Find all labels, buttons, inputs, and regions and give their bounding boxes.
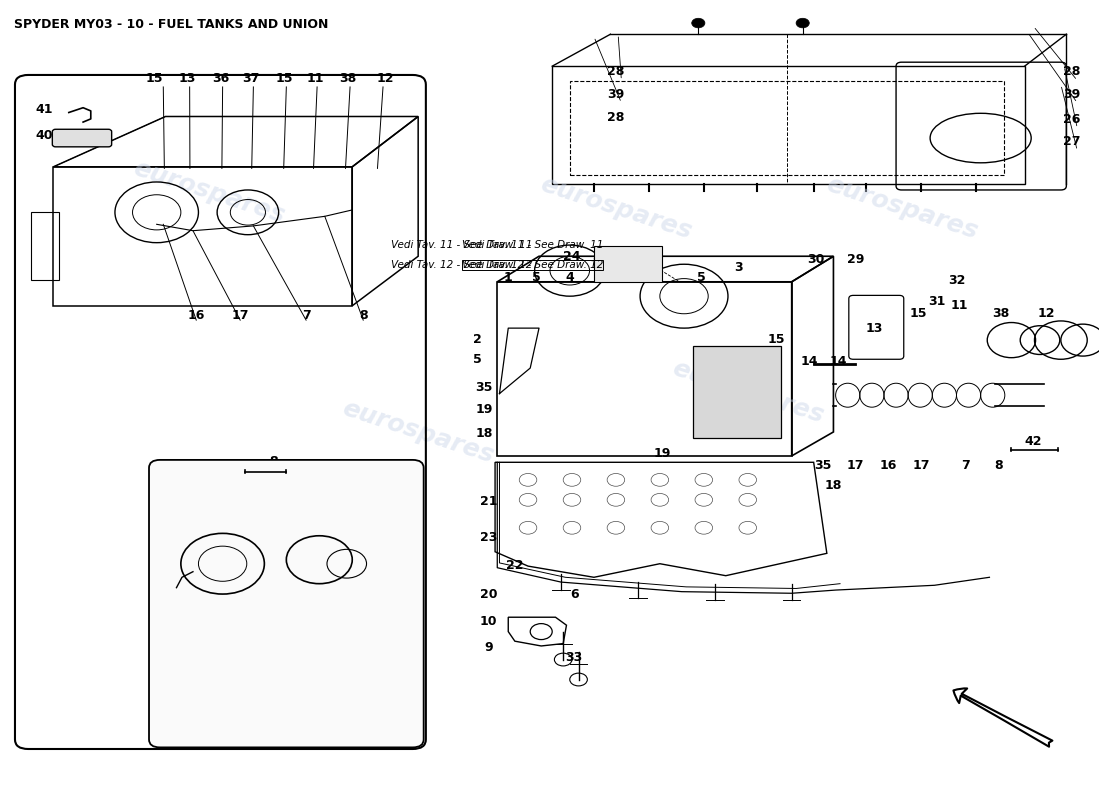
Text: 40: 40	[36, 129, 54, 142]
Text: 25: 25	[620, 250, 638, 262]
Text: eurospares: eurospares	[823, 173, 980, 244]
Text: 12: 12	[376, 71, 394, 85]
Text: 42: 42	[264, 485, 282, 498]
Text: 32: 32	[948, 274, 965, 286]
Text: 16: 16	[188, 309, 205, 322]
Text: Vedi Tav. 12 - See Draw. 12: Vedi Tav. 12 - See Draw. 12	[392, 260, 532, 270]
Text: 37: 37	[242, 71, 260, 85]
Circle shape	[692, 18, 705, 28]
Text: 16: 16	[880, 459, 898, 472]
Text: 39: 39	[607, 87, 625, 101]
Text: 28: 28	[607, 111, 625, 125]
Text: 9: 9	[484, 641, 493, 654]
Bar	[594, 246, 662, 282]
Text: 27: 27	[1063, 135, 1080, 149]
Text: 15: 15	[146, 71, 163, 85]
Text: 33: 33	[565, 650, 583, 663]
Text: eurospares: eurospares	[339, 396, 497, 468]
Text: 7: 7	[301, 309, 310, 322]
Text: 17: 17	[847, 459, 865, 472]
Text: Vedi Tav. 12 - See Draw. 12: Vedi Tav. 12 - See Draw. 12	[462, 260, 604, 270]
Text: SPYDER MY03 - 10 - FUEL TANKS AND UNION: SPYDER MY03 - 10 - FUEL TANKS AND UNION	[14, 18, 328, 31]
Text: eurospares: eurospares	[669, 356, 827, 428]
Text: 20: 20	[480, 588, 497, 602]
Text: 11: 11	[952, 299, 968, 312]
Text: Vale fino Ass. Nr. 11991: Vale fino Ass. Nr. 11991	[222, 639, 346, 649]
Text: 19: 19	[653, 447, 671, 460]
Text: 41: 41	[36, 103, 54, 117]
Text: 3: 3	[735, 261, 744, 274]
Text: 17: 17	[913, 459, 931, 472]
Bar	[693, 346, 781, 438]
Text: 24: 24	[563, 250, 581, 262]
Text: 39: 39	[1064, 87, 1080, 101]
Bar	[32, 212, 59, 280]
Text: 7: 7	[961, 459, 970, 472]
Text: 22: 22	[506, 558, 524, 572]
FancyBboxPatch shape	[148, 460, 424, 747]
Text: 21: 21	[480, 495, 497, 508]
Text: 5: 5	[473, 353, 482, 366]
Text: 17: 17	[231, 309, 249, 322]
Text: 2: 2	[473, 333, 482, 346]
Text: 14: 14	[801, 355, 818, 368]
Text: 8: 8	[994, 459, 1002, 472]
Text: USA – CDN: USA – CDN	[178, 716, 285, 734]
Text: 38: 38	[339, 71, 356, 85]
Text: 5: 5	[697, 271, 706, 284]
Bar	[570, 81, 1003, 174]
Text: 23: 23	[480, 530, 497, 544]
Text: 4: 4	[565, 271, 574, 284]
Text: Vedi Tav. 11 - See Draw. 11: Vedi Tav. 11 - See Draw. 11	[462, 240, 604, 250]
Text: 15: 15	[275, 71, 293, 85]
Bar	[552, 66, 1024, 184]
Text: 15: 15	[910, 307, 927, 320]
Text: 35: 35	[814, 459, 832, 472]
Text: 13: 13	[866, 322, 883, 334]
Text: 13: 13	[179, 71, 196, 85]
Text: 5: 5	[532, 271, 541, 284]
Text: Vedi Tav. 11 - See Draw. 11: Vedi Tav. 11 - See Draw. 11	[392, 240, 532, 250]
Text: 7: 7	[180, 467, 189, 480]
FancyBboxPatch shape	[53, 130, 112, 147]
Circle shape	[796, 18, 810, 28]
Text: 28: 28	[607, 65, 625, 78]
Text: 18: 18	[475, 427, 493, 440]
Text: eurospares: eurospares	[537, 173, 695, 244]
Text: 12: 12	[1037, 307, 1055, 320]
Text: 15: 15	[768, 333, 785, 346]
Text: 18: 18	[825, 479, 843, 492]
Text: 8: 8	[359, 309, 367, 322]
Text: 19: 19	[475, 403, 493, 416]
Text: eurospares: eurospares	[131, 157, 288, 228]
Text: 31: 31	[928, 295, 945, 308]
Text: 28: 28	[1064, 65, 1080, 78]
Text: 35: 35	[475, 381, 493, 394]
Text: 38: 38	[992, 307, 1009, 320]
Text: 29: 29	[847, 253, 865, 266]
Text: 42: 42	[1024, 435, 1042, 448]
Text: Valid till Ass. Nr. 11991: Valid till Ass. Nr. 11991	[223, 659, 344, 669]
Text: 34: 34	[592, 250, 609, 262]
Text: 26: 26	[1064, 113, 1080, 126]
Text: 8: 8	[268, 455, 277, 468]
Text: 11: 11	[306, 71, 323, 85]
Text: 1: 1	[504, 271, 513, 284]
Text: 14: 14	[829, 355, 847, 368]
Text: 6: 6	[570, 588, 579, 602]
Text: 36: 36	[212, 71, 229, 85]
Text: 10: 10	[480, 614, 497, 628]
Text: 30: 30	[807, 253, 825, 266]
